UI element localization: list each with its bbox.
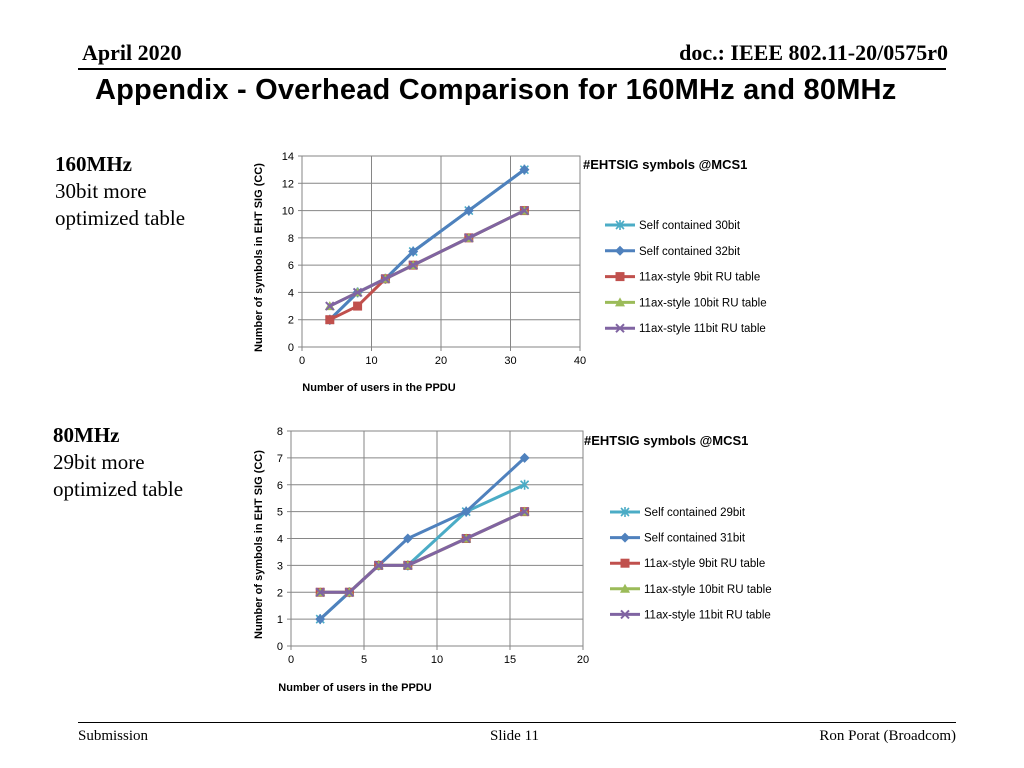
y-tick-label: 4 bbox=[277, 534, 283, 546]
legend-marker bbox=[615, 297, 625, 307]
footer-author: Ron Porat (Broadcom) bbox=[819, 728, 956, 744]
x-axis-title: Number of users in the PPDU bbox=[302, 382, 455, 394]
header-date: April 2020 bbox=[82, 40, 182, 65]
section-line: 30bit more bbox=[55, 179, 147, 203]
data-point bbox=[352, 287, 363, 298]
x-tick-label: 10 bbox=[431, 654, 443, 666]
y-tick-label: 6 bbox=[277, 480, 283, 492]
y-tick-label: 14 bbox=[282, 151, 294, 163]
y-tick-label: 4 bbox=[288, 287, 294, 299]
data-point bbox=[325, 301, 335, 311]
y-tick-label: 10 bbox=[282, 206, 294, 218]
data-point bbox=[325, 315, 335, 325]
x-tick-label: 30 bbox=[504, 355, 516, 367]
chart-title: #EHTSIG symbols @MCS1 bbox=[584, 433, 748, 448]
legend-label: 11ax-style 10bit RU table bbox=[644, 584, 772, 596]
data-point bbox=[344, 587, 355, 597]
chart-80mhz: 0 1 2 3 4 5 6 7 8 0 5 10 15 20 Number of users in the … bbox=[253, 426, 772, 694]
y-tick-label: 2 bbox=[288, 315, 294, 327]
legend-label: 11ax-style 10bit RU table bbox=[639, 297, 767, 309]
legend-marker bbox=[620, 609, 630, 620]
x-tick-label: 40 bbox=[574, 355, 586, 367]
legend-marker bbox=[615, 220, 625, 230]
x-tick-label: 0 bbox=[288, 654, 294, 666]
legend-marker bbox=[615, 323, 625, 333]
legend-marker bbox=[620, 583, 630, 593]
legend-label: 11ax-style 11bit RU table bbox=[644, 609, 771, 621]
header-divider bbox=[78, 68, 946, 70]
data-point bbox=[380, 274, 391, 284]
slide-title: Appendix - Overhead Comparison for 160MH… bbox=[95, 74, 897, 106]
y-tick-label: 3 bbox=[277, 560, 283, 572]
x-axis-title: Number of users in the PPDU bbox=[278, 682, 431, 694]
section-line: optimized table bbox=[53, 477, 184, 501]
legend-label: Self contained 32bit bbox=[639, 246, 741, 258]
x-tick-label: 15 bbox=[504, 654, 516, 666]
section-heading: 80MHz bbox=[53, 423, 120, 447]
data-point bbox=[315, 587, 325, 597]
legend-marker bbox=[615, 245, 625, 256]
legend-label: Self contained 30bit bbox=[639, 220, 741, 232]
x-tick-label: 0 bbox=[299, 355, 305, 367]
y-tick-label: 8 bbox=[277, 426, 283, 438]
y-tick-label: 5 bbox=[277, 507, 283, 519]
legend-marker bbox=[620, 532, 630, 543]
data-point bbox=[464, 233, 474, 243]
data-point bbox=[402, 533, 413, 544]
legend-marker bbox=[615, 272, 625, 282]
legend-marker bbox=[620, 507, 630, 517]
data-point bbox=[353, 301, 363, 311]
header-doc-id: doc.: IEEE 802.11-20/0575r0 bbox=[679, 40, 948, 65]
chart-160mhz-svg: 0 2 4 6 8 10 12 14 0 10 20 30 40 Number of users in t… bbox=[253, 151, 767, 394]
x-tick-label: 20 bbox=[435, 355, 447, 367]
x-tick-label: 10 bbox=[365, 355, 377, 367]
section-80mhz-label: 80MHz 29bit more optimized table bbox=[53, 422, 183, 503]
legend-label: 11ax-style 11bit RU table bbox=[639, 323, 766, 335]
data-point bbox=[403, 560, 413, 571]
x-tick-label: 5 bbox=[361, 654, 367, 666]
footer-submission: Submission bbox=[78, 728, 149, 744]
y-tick-label: 0 bbox=[277, 641, 283, 653]
y-tick-label: 0 bbox=[288, 342, 294, 354]
footer-slide-number: Slide 11 bbox=[490, 728, 540, 744]
data-point bbox=[461, 533, 471, 544]
data-point bbox=[463, 205, 474, 216]
y-tick-label: 12 bbox=[282, 178, 294, 190]
chart-80mhz-svg: 0 1 2 3 4 5 6 7 8 0 5 10 15 20 Number of users in the … bbox=[253, 426, 772, 694]
legend-label: 11ax-style 9bit RU table bbox=[644, 558, 765, 570]
y-tick-label: 7 bbox=[277, 453, 283, 465]
y-tick-label: 6 bbox=[288, 260, 294, 272]
data-point bbox=[461, 506, 472, 517]
footer-divider bbox=[78, 722, 956, 723]
legend-label: 11ax-style 9bit RU table bbox=[639, 272, 760, 284]
series-line bbox=[328, 168, 526, 321]
y-tick-label: 2 bbox=[277, 587, 283, 599]
section-160mhz-label: 160MHz 30bit more optimized table bbox=[55, 151, 185, 232]
chart-160mhz: 0 2 4 6 8 10 12 14 0 10 20 30 40 Number of users in t… bbox=[253, 151, 767, 394]
data-point bbox=[408, 260, 418, 270]
y-axis-title: Number of symbols in EHT SIG (CC) bbox=[253, 163, 265, 352]
x-tick-label: 20 bbox=[577, 654, 589, 666]
data-point bbox=[519, 205, 530, 216]
legend-label: Self contained 31bit bbox=[644, 533, 746, 545]
y-tick-label: 8 bbox=[288, 233, 294, 245]
section-line: optimized table bbox=[55, 206, 186, 230]
data-point bbox=[520, 479, 530, 490]
data-point bbox=[519, 164, 530, 175]
y-tick-label: 1 bbox=[277, 614, 283, 626]
section-heading: 160MHz bbox=[55, 152, 132, 176]
section-line: 29bit more bbox=[53, 450, 145, 474]
chart-title: #EHTSIG symbols @MCS1 bbox=[583, 157, 747, 172]
series-line bbox=[319, 456, 526, 621]
data-point bbox=[519, 452, 530, 463]
data-point bbox=[373, 560, 384, 571]
series-line bbox=[329, 209, 526, 308]
data-point bbox=[315, 614, 326, 625]
legend-label: Self contained 29bit bbox=[644, 507, 746, 519]
series-line bbox=[320, 510, 526, 594]
legend-marker bbox=[620, 558, 630, 568]
y-axis-title: Number of symbols in EHT SIG (CC) bbox=[253, 450, 265, 639]
data-point bbox=[519, 506, 530, 517]
data-point bbox=[408, 246, 419, 257]
